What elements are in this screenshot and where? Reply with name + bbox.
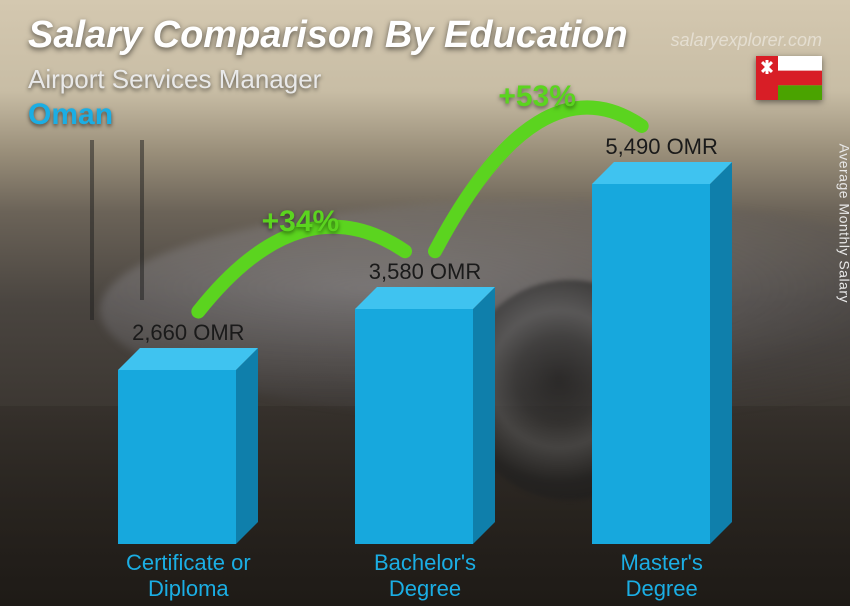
increment-arrow <box>435 108 642 252</box>
bar-value-label: 2,660 OMR <box>88 320 288 346</box>
category-label: Certificate orDiploma <box>88 550 288 602</box>
bar-value-label: 5,490 OMR <box>562 134 762 160</box>
bar-value-label: 3,580 OMR <box>325 259 525 285</box>
increment-label: +34% <box>262 205 340 239</box>
category-label: Bachelor'sDegree <box>325 550 525 602</box>
increment-arrows <box>0 0 850 606</box>
category-label: Master'sDegree <box>562 550 762 602</box>
increment-label: +53% <box>498 80 576 114</box>
